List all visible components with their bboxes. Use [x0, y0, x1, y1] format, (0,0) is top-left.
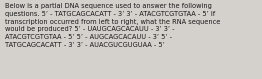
Text: Below is a partial DNA sequence used to answer the following
questions. 5’ - TAT: Below is a partial DNA sequence used to …: [5, 3, 220, 48]
